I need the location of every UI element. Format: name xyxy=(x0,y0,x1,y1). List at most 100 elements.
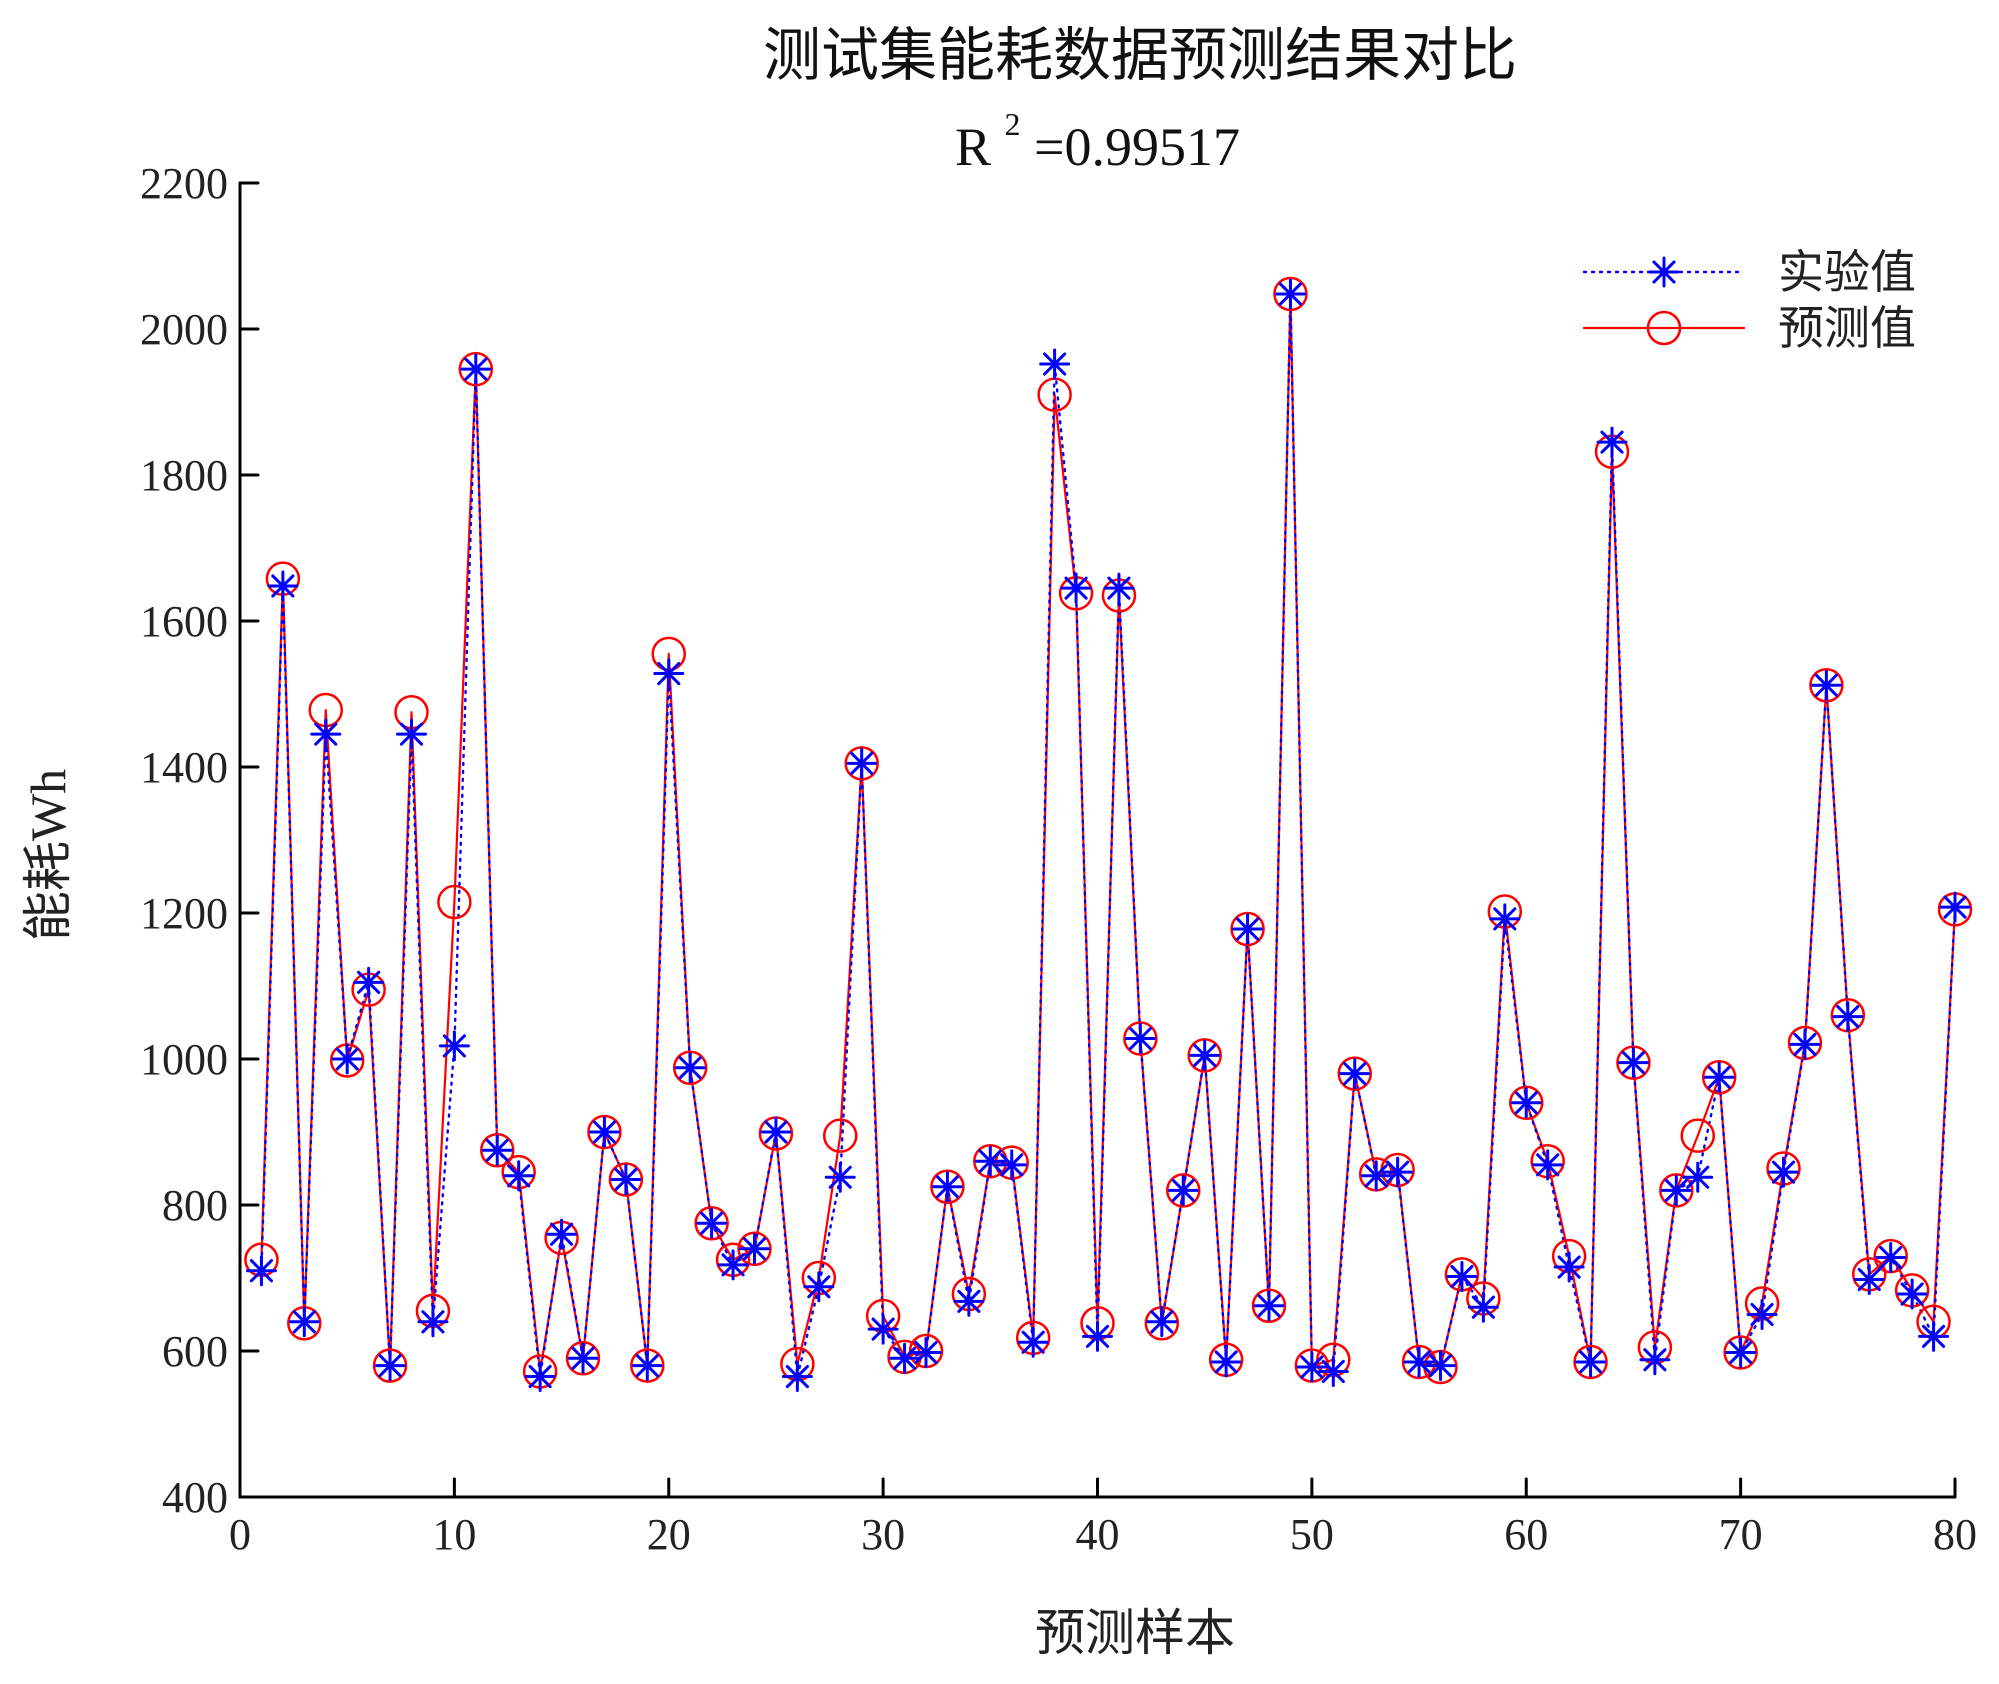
experimental-point-15-d2 xyxy=(549,1222,574,1246)
experimental-point-46 xyxy=(1210,1346,1242,1378)
experimental-point-1 xyxy=(245,1255,277,1287)
legend-item-predicted: 预测值 xyxy=(1582,303,1916,354)
experimental-point-52-d2 xyxy=(1343,1062,1367,1086)
experimental-point-10 xyxy=(438,1030,470,1062)
x-tick-label-0: 0 xyxy=(229,1510,251,1559)
experimental-point-65 xyxy=(1617,1047,1649,1079)
experimental-point-32 xyxy=(910,1336,942,1368)
experimental-point-79-d2 xyxy=(1921,1324,1946,1348)
experimental-point-27 xyxy=(803,1271,835,1303)
experimental-point-11-d2 xyxy=(464,357,488,381)
experimental-point-21-d2 xyxy=(678,1056,702,1080)
experimental-point-38 xyxy=(1039,348,1071,380)
experimental-point-62-d2 xyxy=(1557,1255,1581,1279)
predicted-point-67 xyxy=(1659,1173,1694,1208)
predicted-point-60 xyxy=(1509,1085,1544,1121)
experimental-point-2 xyxy=(267,570,299,602)
experimental-point-47-d2 xyxy=(1235,917,1260,941)
experimental-point-29-d2 xyxy=(850,751,874,775)
predicted-point-24 xyxy=(737,1231,772,1267)
experimental-point-68-d2 xyxy=(1686,1165,1710,1189)
y-tick-label-2200: 2200 xyxy=(140,159,228,208)
experimental-point-35 xyxy=(974,1145,1006,1177)
experimental-point-55 xyxy=(1403,1346,1435,1378)
r-squared-label: R 2 =0.99517 xyxy=(955,87,1240,177)
experimental-point-2-d2 xyxy=(271,574,295,598)
experimental-point-65-d2 xyxy=(1621,1051,1646,1075)
predicted-point-68 xyxy=(1680,1118,1715,1153)
experimental-point-39-d2 xyxy=(1064,576,1088,600)
x-tick-label-80: 80 xyxy=(1933,1510,1977,1559)
experimental-point-61-d2 xyxy=(1536,1153,1560,1177)
legend-item-experimental-marker-d2 xyxy=(1652,260,1676,284)
experimental-point-57-d2 xyxy=(1450,1264,1474,1289)
experimental-point-57 xyxy=(1446,1261,1478,1293)
experimental-point-27-d2 xyxy=(807,1275,831,1299)
experimental-point-58-d2 xyxy=(1471,1295,1495,1319)
plot-area: 0 10 20 30 40 50 60 70 80 400 600 800 1000 1200 1400 16… xyxy=(140,159,1977,1559)
experimental-point-9-d2 xyxy=(421,1310,445,1334)
experimental-point-63-d2 xyxy=(1578,1350,1603,1374)
experimental-point-29 xyxy=(846,747,878,779)
experimental-point-73-d2 xyxy=(1793,1032,1817,1056)
experimental-point-41 xyxy=(1103,572,1135,604)
experimental-point-40-d2 xyxy=(1085,1324,1110,1348)
experimental-point-12 xyxy=(481,1134,513,1166)
experimental-point-36 xyxy=(996,1149,1028,1181)
experimental-point-34-d2 xyxy=(957,1289,981,1313)
experimental-point-25 xyxy=(760,1116,792,1148)
experimental-point-19-d2 xyxy=(635,1354,659,1378)
experimental-point-3 xyxy=(288,1306,320,1338)
experimental-point-4-d2 xyxy=(314,722,338,746)
predicted-point-44 xyxy=(1166,1173,1201,1208)
experimental-point-35-d2 xyxy=(978,1149,1002,1173)
r-squared-superscript: 2 xyxy=(1005,106,1021,142)
experimental-point-30-d2 xyxy=(871,1317,895,1341)
experimental-point-9 xyxy=(417,1306,449,1338)
experimental-point-74-d2 xyxy=(1814,673,1838,697)
legend-item-predicted-label: 预测值 xyxy=(1778,303,1916,354)
experimental-point-50 xyxy=(1296,1351,1328,1383)
x-tick-label-50: 50 xyxy=(1290,1510,1334,1559)
experimental-point-67 xyxy=(1660,1174,1692,1206)
y-tick-label-2000: 2000 xyxy=(140,305,228,354)
predicted-point-42 xyxy=(1123,1021,1158,1056)
experimental-point-72 xyxy=(1768,1156,1799,1188)
experimental-point-46-d2 xyxy=(1214,1350,1238,1374)
experimental-point-71 xyxy=(1746,1299,1778,1330)
experimental-point-16-d2 xyxy=(571,1346,595,1370)
experimental-point-54-d2 xyxy=(1386,1160,1410,1184)
experimental-point-5-d2 xyxy=(335,1047,359,1071)
y-tick-label-600: 600 xyxy=(162,1327,228,1376)
experimental-point-78 xyxy=(1896,1278,1928,1310)
experimental-point-45-d2 xyxy=(1193,1043,1217,1067)
predicted-point-65 xyxy=(1616,1045,1651,1080)
experimental-point-70 xyxy=(1725,1336,1757,1368)
experimental-point-59-d2 xyxy=(1493,907,1517,931)
experimental-point-20 xyxy=(653,658,685,690)
experimental-point-33 xyxy=(931,1171,963,1203)
experimental-point-48-d2 xyxy=(1257,1294,1281,1318)
predicted-point-70 xyxy=(1723,1335,1758,1370)
experimental-point-37-d2 xyxy=(1021,1330,1045,1354)
experimental-point-10-d2 xyxy=(442,1034,466,1058)
experimental-point-69 xyxy=(1703,1061,1735,1093)
r-squared-value: =0.99517 xyxy=(1034,117,1240,177)
experimental-point-25-d2 xyxy=(764,1120,788,1144)
experimental-point-28 xyxy=(824,1161,856,1193)
experimental-point-77-d2 xyxy=(1879,1245,1903,1270)
experimental-point-43-d2 xyxy=(1150,1310,1174,1334)
x-tick-label-20: 20 xyxy=(647,1510,691,1559)
experimental-point-71-d2 xyxy=(1750,1302,1774,1327)
experimental-point-44-d2 xyxy=(1171,1178,1195,1202)
experimental-point-38-d2 xyxy=(1043,352,1067,376)
predicted-point-28 xyxy=(823,1118,858,1153)
experimental-point-47 xyxy=(1232,913,1264,945)
experimental-point-43 xyxy=(1146,1306,1178,1338)
y-tick-label-800: 800 xyxy=(162,1181,228,1230)
experimental-point-76-d2 xyxy=(1857,1267,1881,1292)
x-tick-label-60: 60 xyxy=(1504,1510,1548,1559)
experimental-point-61 xyxy=(1532,1149,1564,1181)
experimental-point-51-d2 xyxy=(1321,1359,1345,1384)
